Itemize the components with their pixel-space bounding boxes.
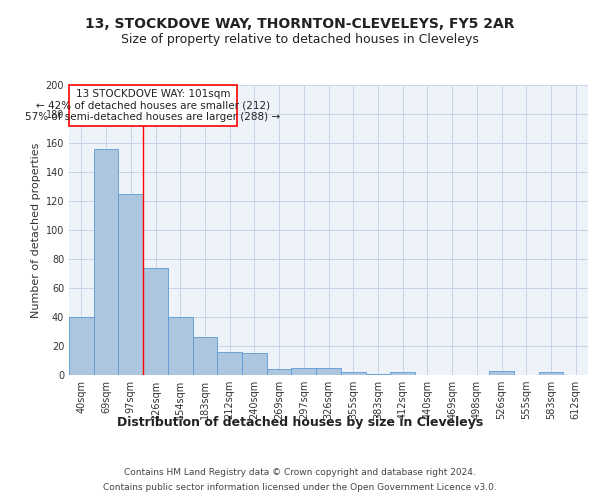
Text: 57% of semi-detached houses are larger (288) →: 57% of semi-detached houses are larger (… [25, 112, 281, 122]
FancyBboxPatch shape [69, 85, 237, 126]
Bar [242, 353, 267, 375]
Bar [489, 370, 514, 375]
Text: Distribution of detached houses by size in Cleveleys: Distribution of detached houses by size … [117, 416, 483, 429]
Text: Contains public sector information licensed under the Open Government Licence v3: Contains public sector information licen… [103, 483, 497, 492]
Text: Size of property relative to detached houses in Cleveleys: Size of property relative to detached ho… [121, 32, 479, 46]
Y-axis label: Number of detached properties: Number of detached properties [31, 142, 41, 318]
Text: ← 42% of detached houses are smaller (212): ← 42% of detached houses are smaller (21… [36, 100, 270, 110]
Bar [365, 374, 390, 375]
Bar [69, 317, 94, 375]
Bar [390, 372, 415, 375]
Text: 13, STOCKDOVE WAY, THORNTON-CLEVELEYS, FY5 2AR: 13, STOCKDOVE WAY, THORNTON-CLEVELEYS, F… [85, 18, 515, 32]
Bar [118, 194, 143, 375]
Text: Contains HM Land Registry data © Crown copyright and database right 2024.: Contains HM Land Registry data © Crown c… [124, 468, 476, 477]
Bar [341, 372, 365, 375]
Text: 13 STOCKDOVE WAY: 101sqm: 13 STOCKDOVE WAY: 101sqm [76, 88, 230, 99]
Bar [267, 369, 292, 375]
Bar [316, 368, 341, 375]
Bar [292, 368, 316, 375]
Bar [539, 372, 563, 375]
Bar [168, 317, 193, 375]
Bar [217, 352, 242, 375]
Bar [193, 338, 217, 375]
Bar [143, 268, 168, 375]
Bar [94, 149, 118, 375]
